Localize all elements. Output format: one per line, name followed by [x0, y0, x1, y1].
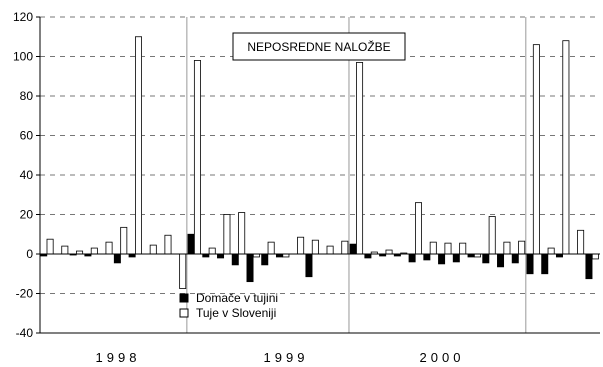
axes — [36, 16, 600, 334]
bar-tuje — [326, 245, 334, 255]
x-year-label: 1998 — [96, 350, 141, 365]
bar-domace — [585, 253, 593, 280]
bar-tuje — [488, 216, 496, 255]
legend-swatch-domace — [179, 293, 189, 303]
x-year-label: 2000 — [420, 350, 465, 365]
legend: Domače v tujini Tuje v Sloveniji — [179, 291, 278, 320]
bar-tuje — [429, 241, 437, 255]
bar-tuje — [532, 44, 540, 255]
bar-tuje — [518, 240, 526, 255]
bar-tuje — [385, 249, 393, 255]
bar-tuje — [311, 239, 319, 255]
bar-tuje — [193, 60, 201, 255]
bar-tuje — [223, 214, 231, 255]
bar-domace — [187, 233, 195, 255]
y-tick-labels: -40 -20 0 20 40 60 80 100 120 — [13, 10, 33, 340]
bar-tuje — [547, 247, 555, 255]
bar-domace — [423, 253, 431, 261]
bar-domace — [305, 253, 313, 278]
bar-tuje — [356, 62, 364, 255]
y-tick-label: 40 — [20, 168, 34, 182]
bar-domace — [526, 253, 534, 275]
bar-domace — [246, 253, 254, 283]
bar-tuje — [444, 242, 452, 255]
bar-domace — [511, 253, 519, 264]
bar-tuje — [459, 242, 467, 255]
x-year-label: 1999 — [264, 350, 309, 365]
bar-tuje — [208, 247, 216, 255]
bar-tuje — [46, 238, 54, 255]
bar-tuje — [90, 247, 98, 255]
bar-tuje — [577, 229, 585, 255]
bar-domace — [113, 253, 121, 264]
bar-domace — [408, 253, 416, 263]
bar-domace — [217, 253, 225, 259]
chart-title: NEPOSREDNE NALOŽBE — [247, 39, 390, 54]
y-tick-label: -20 — [16, 287, 34, 301]
bar-tuje — [297, 236, 305, 255]
bar-tuje — [503, 241, 511, 255]
bar-tuje — [267, 241, 275, 255]
legend-swatch-tuje — [179, 308, 189, 318]
y-tick-label: 120 — [13, 10, 33, 24]
bar-domace — [349, 243, 357, 255]
legend-label-tuje: Tuje v Sloveniji — [196, 306, 276, 320]
y-tick-label: 60 — [20, 129, 34, 143]
bar-domace — [541, 253, 549, 275]
bar-domace — [452, 253, 460, 263]
y-tick-label: 80 — [20, 89, 34, 103]
title-box: NEPOSREDNE NALOŽBE — [232, 32, 406, 61]
bar-tuje — [179, 253, 187, 289]
bars — [40, 36, 599, 289]
bar-tuje — [164, 234, 172, 255]
bar-tuje — [149, 244, 157, 255]
bar-domace — [364, 253, 372, 259]
y-tick-label: -40 — [16, 326, 34, 340]
bar-tuje — [415, 202, 423, 255]
y-tick-label: 100 — [13, 50, 33, 64]
gridlines — [40, 16, 600, 334]
legend-label-domace: Domače v tujini — [196, 291, 278, 305]
bar-tuje — [238, 212, 246, 255]
bar-tuje — [61, 245, 69, 255]
bar-tuje — [562, 40, 570, 255]
bar-tuje — [591, 253, 599, 260]
bar-domace — [231, 253, 239, 266]
y-tick-label: 0 — [26, 247, 33, 261]
bar-tuje — [120, 226, 128, 255]
year-separators — [186, 17, 527, 333]
bar-domace — [497, 253, 505, 268]
bar-tuje — [341, 240, 349, 255]
x-year-labels: 1998 1999 2000 — [96, 350, 465, 365]
bar-tuje — [135, 36, 143, 255]
bar-domace — [438, 253, 446, 265]
y-tick-label: 20 — [20, 208, 34, 222]
bar-domace — [261, 253, 269, 266]
bar-tuje — [105, 241, 113, 255]
bar-domace — [482, 253, 490, 264]
